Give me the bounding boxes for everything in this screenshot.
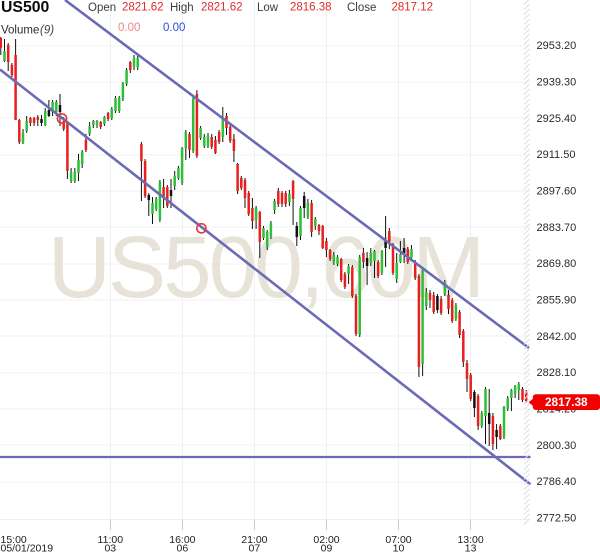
svg-text:11:00: 11:00	[98, 534, 124, 546]
svg-text:2925.40: 2925.40	[537, 113, 577, 125]
svg-text:09: 09	[321, 543, 333, 555]
svg-text:2800.30: 2800.30	[537, 440, 577, 452]
svg-text:2817.38: 2817.38	[545, 395, 588, 409]
svg-text:0.00: 0.00	[118, 22, 140, 34]
svg-text:2883.70: 2883.70	[537, 222, 577, 234]
svg-text:07: 07	[249, 543, 261, 555]
svg-text:2828.10: 2828.10	[537, 367, 577, 379]
svg-text:2939.30: 2939.30	[537, 76, 577, 88]
svg-text:05/01/2019: 05/01/2019	[1, 543, 54, 555]
svg-text:2816.38: 2816.38	[290, 2, 332, 14]
svg-text:03: 03	[104, 543, 116, 555]
svg-text:US500: US500	[1, 0, 50, 16]
svg-text:Low: Low	[257, 2, 279, 14]
svg-text:2817.12: 2817.12	[392, 2, 434, 14]
svg-text:10: 10	[393, 543, 405, 555]
svg-text:2821.62: 2821.62	[201, 2, 243, 14]
svg-text:13: 13	[465, 543, 477, 555]
svg-text:(9): (9)	[40, 25, 54, 37]
svg-text:Volume: Volume	[1, 25, 39, 37]
svg-text:2821.62: 2821.62	[122, 2, 164, 14]
svg-text:06: 06	[177, 543, 189, 555]
svg-text:2772.50: 2772.50	[537, 513, 577, 525]
svg-text:02:00: 02:00	[313, 534, 339, 546]
svg-text:Open: Open	[88, 2, 116, 14]
svg-text:2911.50: 2911.50	[537, 149, 576, 161]
svg-text:13:00: 13:00	[457, 534, 483, 546]
svg-text:2897.60: 2897.60	[537, 186, 577, 198]
svg-text:15:00: 15:00	[1, 534, 27, 546]
svg-text:2953.20: 2953.20	[537, 40, 577, 52]
svg-text:High: High	[170, 2, 194, 14]
svg-text:16:00: 16:00	[169, 534, 195, 546]
svg-text:2855.90: 2855.90	[537, 295, 577, 307]
svg-text:2869.80: 2869.80	[537, 258, 577, 270]
svg-text:0.00: 0.00	[163, 22, 185, 34]
svg-text:07:00: 07:00	[385, 534, 411, 546]
svg-text:Close: Close	[347, 2, 376, 14]
svg-text:2786.40: 2786.40	[537, 476, 577, 488]
svg-text:2842.00: 2842.00	[537, 331, 577, 343]
svg-text:21:00: 21:00	[241, 534, 267, 546]
